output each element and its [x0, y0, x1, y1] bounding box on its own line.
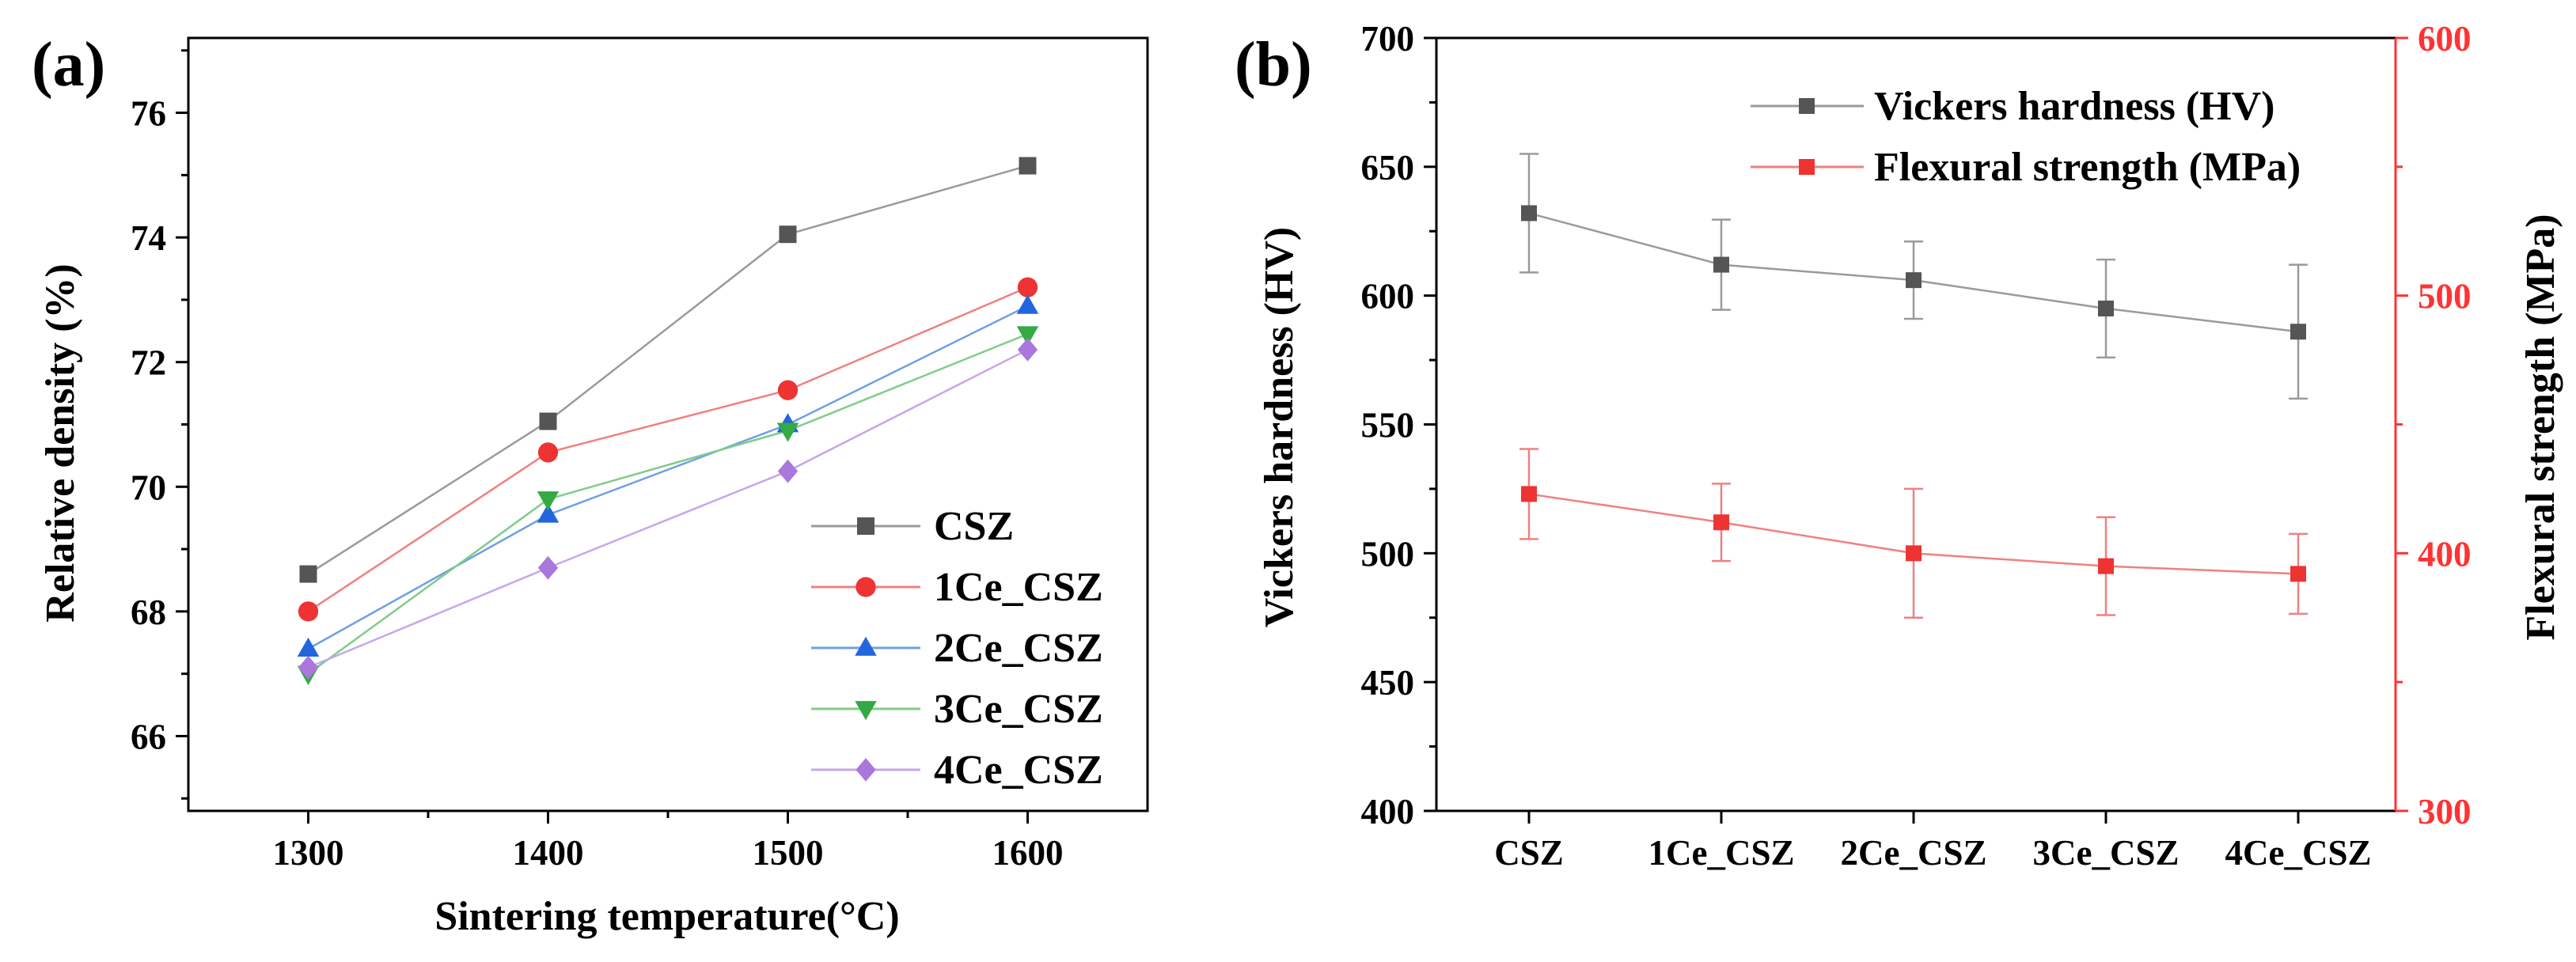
y-tick-label: 74 — [131, 218, 166, 258]
data-point — [297, 637, 320, 657]
left-y-tick-label: 500 — [1361, 534, 1415, 574]
data-point — [1019, 157, 1037, 175]
panel-b-series — [1519, 153, 2308, 619]
panel-b-label: (b) — [1235, 30, 1312, 100]
panel-b-left-y-axis-title: Vickers hardness (HV) — [1257, 227, 1302, 628]
left-y-tick-label: 400 — [1361, 792, 1415, 831]
panel-a: (a) Relative density (%) Sintering tempe… — [32, 30, 1149, 939]
data-point — [1713, 514, 1729, 531]
data-point — [1017, 338, 1038, 362]
panel-b-legend: Vickers hardness (HV) Flexural strength (… — [1751, 84, 2301, 190]
panel-b-right-y-ticks: 300 400 500 600 — [2396, 19, 2472, 831]
left-y-tick-label: 650 — [1361, 148, 1415, 187]
data-point — [1713, 256, 1729, 273]
legend-label: Flexural strength (MPa) — [1874, 145, 2301, 190]
data-point — [537, 491, 560, 511]
right-y-tick-label: 500 — [2418, 277, 2472, 316]
data-point — [2098, 558, 2114, 574]
panel-b-left-y-ticks: 400 450 500 550 600 650 700 — [1361, 19, 1436, 831]
x-tick-label: 1400 — [513, 833, 584, 873]
left-y-tick-label: 550 — [1361, 406, 1415, 445]
data-point — [1521, 205, 1537, 222]
data-point — [1521, 486, 1537, 502]
x-tick-label: 1600 — [992, 833, 1064, 873]
series-line — [307, 165, 1028, 575]
x-tick-label: 1300 — [273, 833, 344, 873]
panel-a-series — [297, 157, 1039, 685]
data-point — [537, 555, 559, 580]
data-point — [2098, 300, 2114, 316]
panel-a-legend: CSZ 1Ce_CSZ 2Ce_CSZ 3Ce_CSZ 4Ce_CSZ — [811, 504, 1103, 793]
y-tick-label: 76 — [131, 94, 166, 134]
data-point — [537, 442, 559, 463]
data-point — [298, 601, 319, 622]
legend-marker — [856, 577, 876, 597]
left-y-tick-label: 450 — [1361, 663, 1415, 703]
data-point — [777, 459, 799, 483]
y-tick-label: 68 — [131, 593, 166, 632]
legend-marker — [855, 636, 877, 656]
data-point — [537, 503, 560, 523]
x-tick-label: 1Ce_CSZ — [1648, 833, 1794, 873]
x-tick-label: 2Ce_CSZ — [1840, 833, 1986, 873]
data-point — [298, 655, 319, 680]
panel-b: (b) Vickers hardness (HV) Flexural stren… — [1235, 19, 2563, 873]
legend-label: 1Ce_CSZ — [934, 565, 1103, 610]
series-line — [307, 286, 1028, 612]
right-y-tick-label: 400 — [2418, 534, 2472, 574]
legend-marker — [857, 517, 874, 535]
panel-a-x-ticks: 1300 1400 1500 1600 — [273, 811, 1064, 873]
y-tick-label: 72 — [131, 343, 166, 383]
right-y-tick-label: 300 — [2418, 792, 2472, 831]
legend-label: CSZ — [934, 504, 1014, 549]
legend-label: 4Ce_CSZ — [934, 748, 1103, 793]
data-point — [539, 412, 557, 430]
data-point — [1016, 326, 1039, 346]
panel-b-x-ticks: CSZ 1Ce_CSZ 2Ce_CSZ 3Ce_CSZ 4Ce_CSZ — [1494, 811, 2372, 873]
data-point — [1906, 545, 1922, 562]
legend-label: 3Ce_CSZ — [934, 687, 1103, 732]
data-point — [1016, 294, 1039, 314]
panel-a-label: (a) — [32, 30, 105, 100]
legend-label: Vickers hardness (HV) — [1874, 84, 2275, 129]
data-point — [299, 565, 317, 583]
series-line — [307, 305, 1029, 650]
series-line — [307, 333, 1028, 675]
left-y-tick-label: 600 — [1361, 277, 1415, 316]
data-point — [776, 422, 799, 442]
y-tick-label: 66 — [131, 717, 166, 756]
x-tick-label: CSZ — [1494, 833, 1564, 873]
data-point — [1906, 272, 1922, 289]
legend-marker — [855, 701, 877, 721]
right-y-tick-label: 600 — [2418, 19, 2472, 59]
legend-marker — [856, 758, 876, 782]
x-tick-label: 4Ce_CSZ — [2225, 833, 2371, 873]
series-line — [308, 348, 1029, 668]
data-point — [777, 380, 799, 400]
panel-a-y-ticks: 66 68 70 72 74 76 — [131, 49, 188, 800]
legend-label: 2Ce_CSZ — [934, 626, 1103, 671]
panel-a-x-axis-title: Sintering temperature(°C) — [434, 894, 899, 939]
panel-a-y-axis-title: Relative density (%) — [38, 263, 83, 622]
legend-marker — [1799, 98, 1815, 114]
left-y-tick-label: 700 — [1361, 19, 1415, 59]
data-point — [779, 225, 797, 244]
x-tick-label: 3Ce_CSZ — [2032, 833, 2179, 873]
data-point — [2290, 324, 2306, 340]
panel-b-right-y-axis-title: Flexural strength (MPa) — [2518, 214, 2563, 640]
data-point — [1017, 277, 1038, 297]
data-point — [2290, 566, 2306, 582]
legend-marker — [1799, 159, 1815, 175]
x-tick-label: 1500 — [753, 833, 824, 873]
y-tick-label: 70 — [131, 468, 166, 507]
